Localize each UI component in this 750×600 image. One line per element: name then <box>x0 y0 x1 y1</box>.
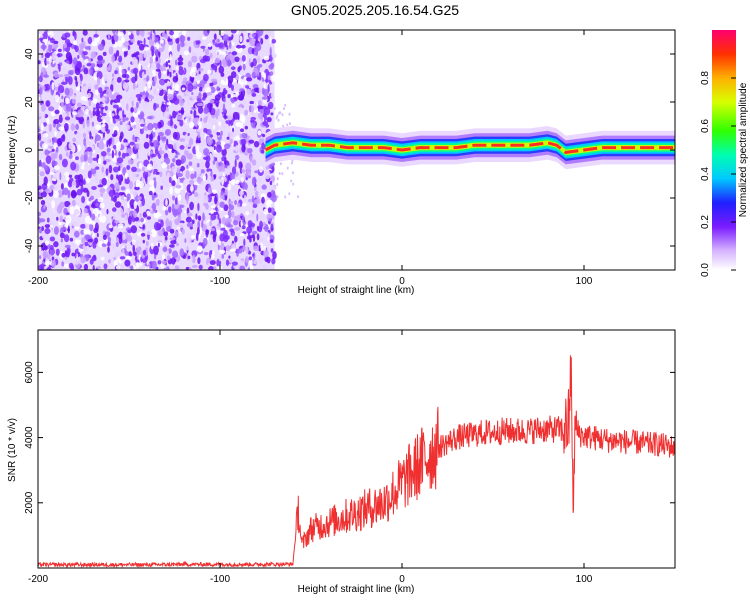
spectrogram-xtick-label-1: -100 <box>210 276 230 287</box>
snr-axes: -200 -100 0 100 2000 4000 6000 <box>24 330 675 585</box>
spectrogram-xlabel: Height of straight line (km) <box>298 285 415 296</box>
spectrogram-ylabel: Frequency (Hz) <box>7 116 18 185</box>
colorbar-axes: 0.0 0.2 0.4 0.6 0.8 <box>700 71 736 277</box>
colorbar-tick-label-0: 0.0 <box>700 263 711 277</box>
snr-frame <box>37 329 676 569</box>
snr-ytick-label-1: 4000 <box>24 426 35 449</box>
spectrogram-xtick-label-2: 0 <box>399 276 405 287</box>
snr-xtick-label-1: -100 <box>210 574 230 585</box>
snr-ytick-label-2: 6000 <box>24 361 35 384</box>
spectrogram-xtick-label-3: 100 <box>576 276 593 287</box>
colorbar: 0.0 0.2 0.4 0.6 0.8 Normalized spectral ampl… <box>700 30 749 277</box>
spectrogram-ytick-label-3: 20 <box>24 96 35 108</box>
spectrogram-ytick-label-2: 0 <box>24 147 35 153</box>
snr-xtick-label-2: 0 <box>399 574 405 585</box>
spectrogram-ytick-label-1: -20 <box>24 190 35 205</box>
colorbar-tick-label-1: 0.2 <box>700 215 711 229</box>
snr-series-line <box>38 355 675 568</box>
spectrogram-marks <box>38 30 675 270</box>
spectrogram-ytick-label-4: 40 <box>24 48 35 60</box>
colorbar-tick-label-3: 0.6 <box>700 119 711 133</box>
snr-ytick-label-0: 2000 <box>24 491 35 514</box>
snr-ylabel: SNR (10 * v/v) <box>7 418 18 482</box>
colorbar-gradient <box>712 30 736 270</box>
spectrogram-xtick-label-0: -200 <box>28 276 48 287</box>
colorbar-label: Normalized spectral amplitude <box>738 82 749 217</box>
colorbar-tick-label-4: 0.8 <box>700 71 711 85</box>
snr-panel: -200 -100 0 100 2000 4000 6000 Height of strai… <box>7 329 676 595</box>
colorbar-tick-label-2: 0.4 <box>700 167 711 181</box>
noise-texture <box>38 30 300 270</box>
spectrogram-ytick-label-0: -40 <box>24 238 35 253</box>
snr-xtick-label-3: 100 <box>576 574 593 585</box>
snr-xlabel: Height of straight line (km) <box>298 584 415 595</box>
figure-title: GN05.2025.205.16.54.G25 <box>291 2 459 18</box>
snr-xtick-label-0: -200 <box>28 574 48 585</box>
ridge-core-line <box>264 141 675 154</box>
